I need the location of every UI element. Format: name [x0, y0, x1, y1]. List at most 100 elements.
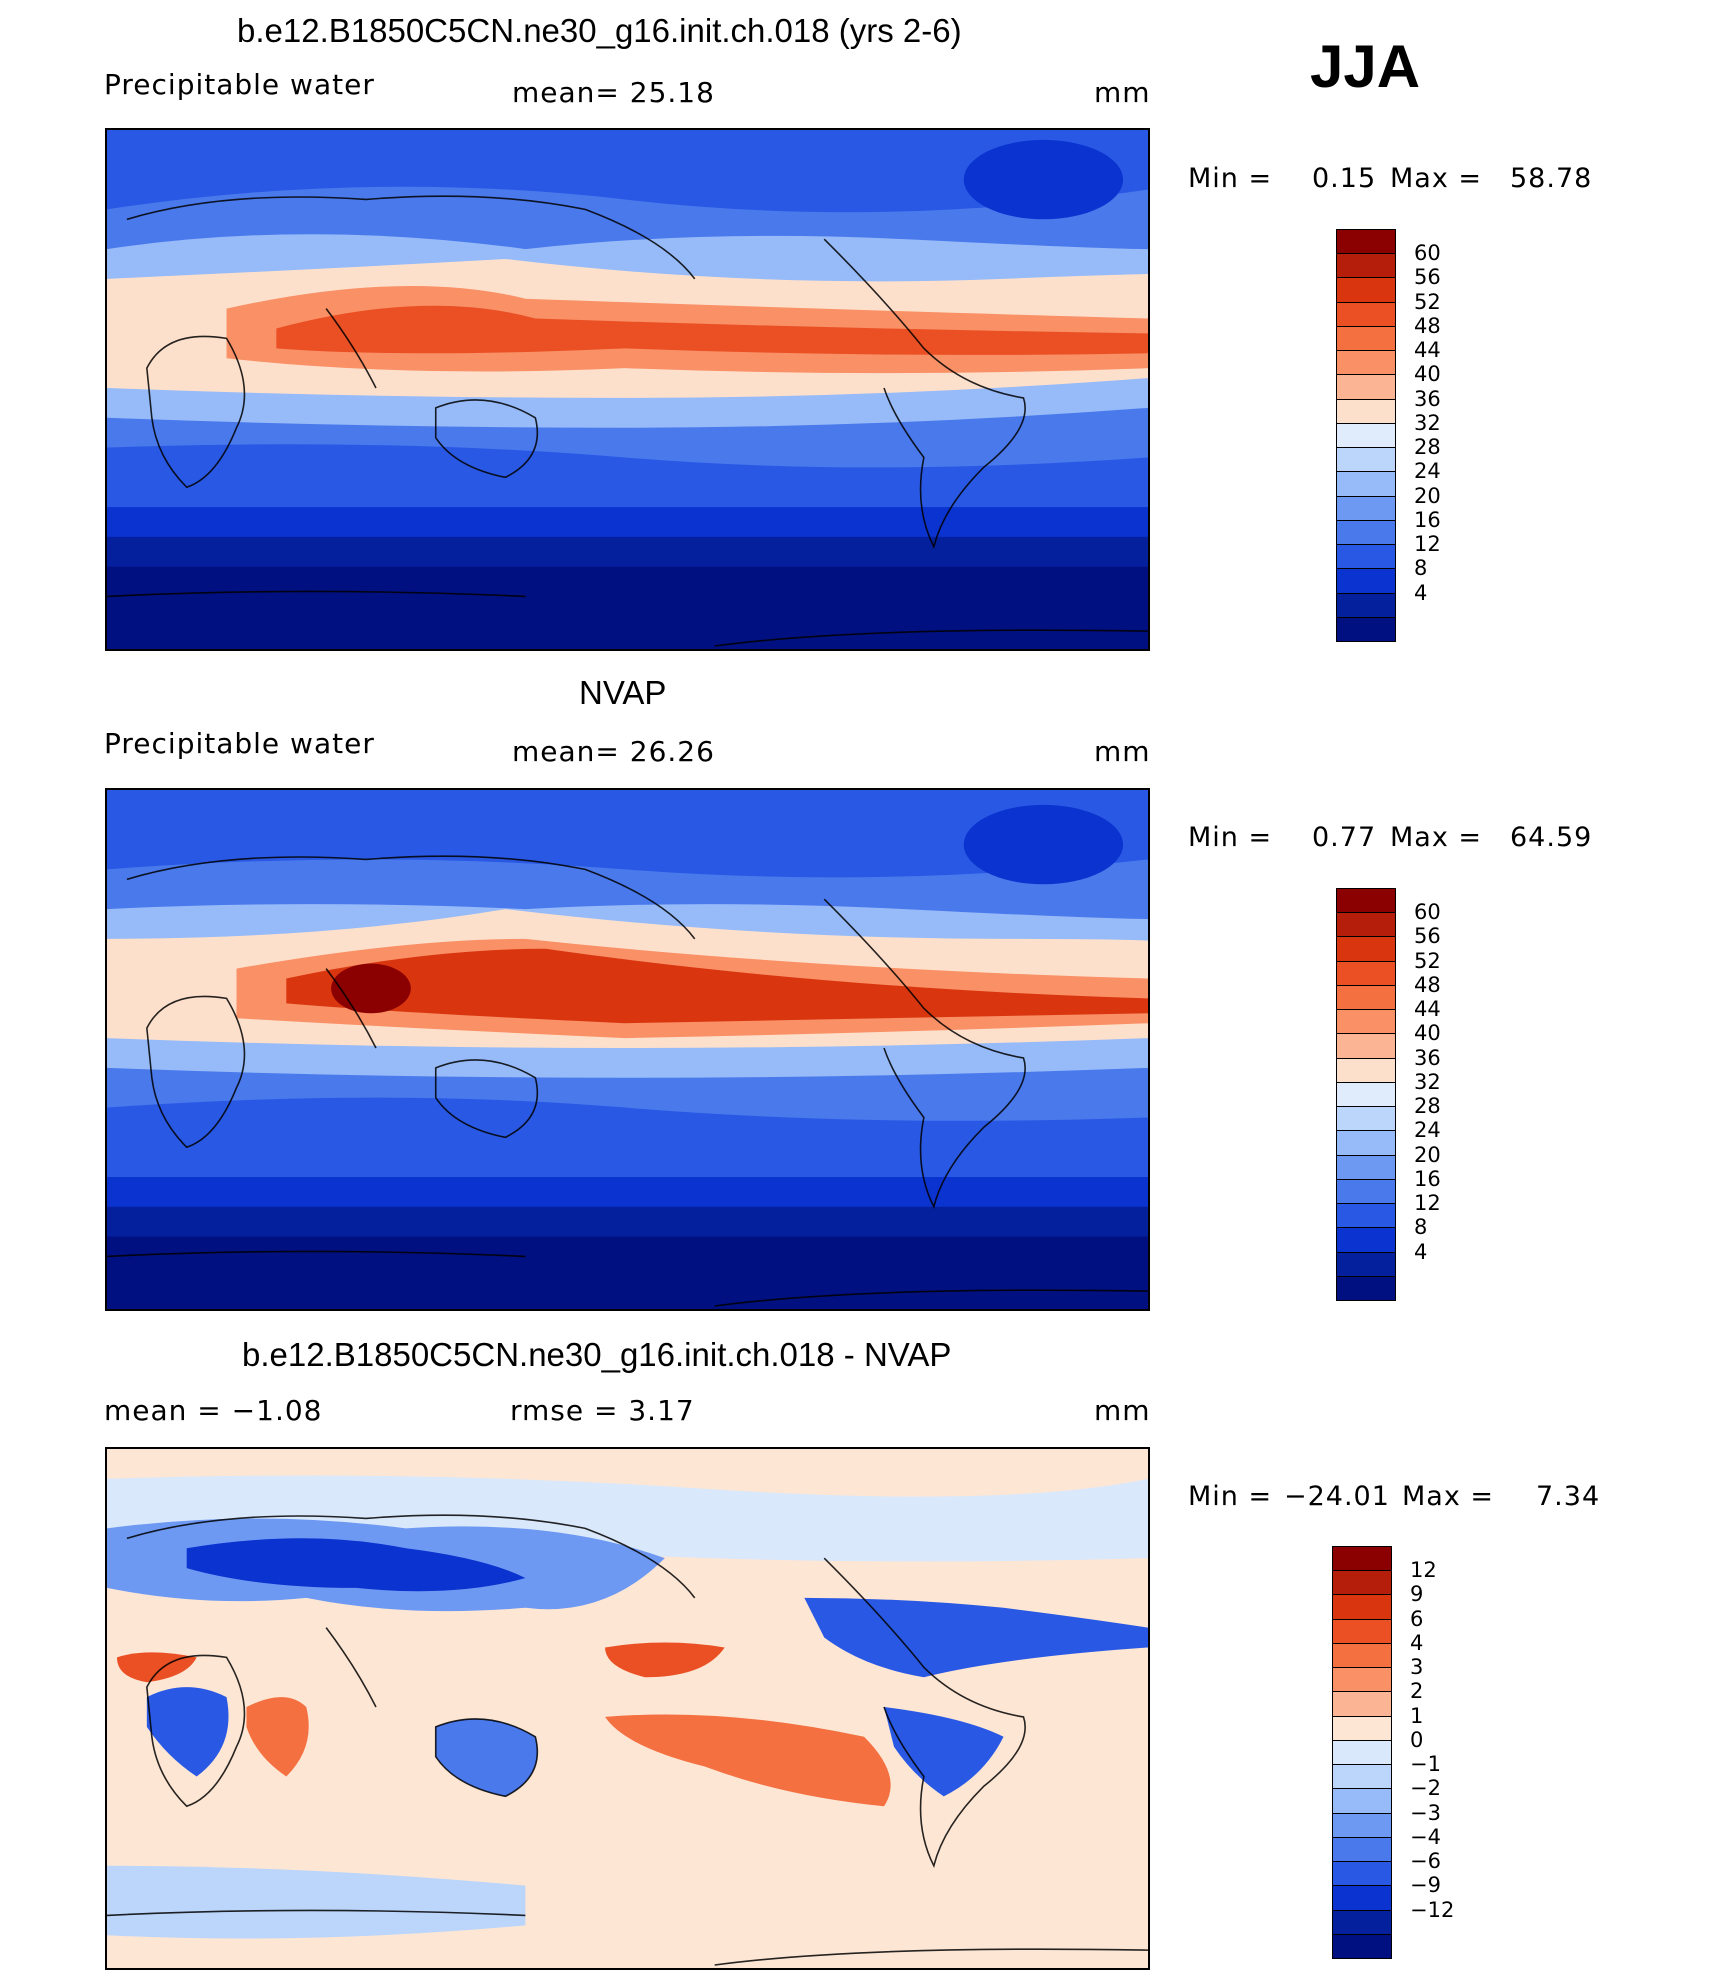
colorbar-swatch — [1332, 1642, 1392, 1669]
panel-diff-min-label: Min = — [1188, 1481, 1273, 1512]
colorbar-tick-label: 36 — [1414, 386, 1441, 411]
colorbar-swatch — [1332, 1909, 1392, 1935]
colorbar-tick-label: 4 — [1414, 1239, 1428, 1264]
colorbar-tick-label: −3 — [1410, 1800, 1441, 1825]
colorbar-tick-label: 4 — [1410, 1630, 1424, 1655]
colorbar-swatch — [1332, 1594, 1392, 1620]
colorbar-swatch — [1332, 1667, 1392, 1693]
colorbar-tick-label: 44 — [1414, 997, 1441, 1022]
colorbar-swatch — [1336, 616, 1396, 642]
panel-diff-map — [105, 1447, 1150, 1970]
panel-obs-max-label: Max = — [1390, 822, 1483, 853]
colorbar-swatch — [1336, 1033, 1396, 1059]
colorbar-tick-label: 20 — [1414, 483, 1441, 508]
colorbar-swatch — [1336, 1106, 1396, 1132]
colorbar-swatch — [1332, 1836, 1392, 1863]
colorbar-tick-label: 12 — [1414, 532, 1441, 557]
colorbar-swatch — [1336, 888, 1396, 914]
colorbar-swatch — [1336, 253, 1396, 279]
colorbar-tick-label: 40 — [1414, 1021, 1441, 1046]
panel-model-map — [105, 128, 1150, 651]
colorbar-swatch — [1336, 350, 1396, 376]
colorbar-tick-label: −6 — [1410, 1849, 1441, 1874]
colorbar-swatch — [1336, 592, 1396, 618]
colorbar-tick-label: 40 — [1414, 362, 1441, 387]
panel-obs-title: NVAP — [579, 674, 667, 711]
colorbar-tick-label: 24 — [1414, 1118, 1441, 1143]
panel-model-max-value: 58.78 — [1510, 163, 1593, 194]
colorbar-tick-label: 48 — [1414, 313, 1441, 338]
colorbar-tick-label: 32 — [1414, 410, 1441, 435]
colorbar-tick-label: 2 — [1410, 1679, 1424, 1704]
panel-obs-colorbar: 60 56 52 48 44 40 36 32 28 24 20 16 12 8 4 — [1336, 888, 1476, 1301]
colorbar-swatch — [1332, 1933, 1392, 1959]
panel-diff-max-label: Max = — [1402, 1481, 1495, 1512]
colorbar-swatch — [1336, 1203, 1396, 1229]
colorbar-swatch — [1336, 422, 1396, 449]
colorbar-tick-label: 1 — [1410, 1703, 1424, 1728]
panel-diff-mean-label: mean = −1.08 — [104, 1394, 323, 1427]
colorbar-swatch — [1336, 544, 1396, 570]
panel-model-max-label: Max = — [1390, 163, 1483, 194]
colorbar-swatch — [1332, 1739, 1392, 1766]
precipitable-water-map-model — [107, 130, 1148, 649]
colorbar-tick-label: 28 — [1414, 435, 1441, 460]
colorbar-tick-label: 16 — [1414, 507, 1441, 532]
colorbar-swatch — [1336, 471, 1396, 497]
colorbar-swatch — [1332, 1570, 1392, 1596]
colorbar-swatch — [1336, 568, 1396, 594]
colorbar-swatch — [1336, 936, 1396, 962]
colorbar-swatch — [1336, 277, 1396, 303]
colorbar-swatch — [1332, 1691, 1392, 1717]
colorbar-tick-label: 3 — [1410, 1655, 1424, 1680]
colorbar-tick-label: 8 — [1414, 556, 1428, 581]
colorbar-swatch — [1332, 1618, 1392, 1644]
panel-obs-min-label: Min = — [1188, 822, 1273, 853]
colorbar-swatch — [1336, 1178, 1396, 1205]
colorbar-swatch — [1336, 1081, 1396, 1108]
panel-model-title: b.e12.B1850C5CN.ne30_g16.init.ch.018 (yr… — [237, 12, 962, 49]
colorbar-tick-label: 28 — [1414, 1094, 1441, 1119]
precipitable-water-difference-map — [107, 1449, 1148, 1968]
colorbar-tick-label: −2 — [1410, 1776, 1441, 1801]
panel-model-mean-label: mean= 25.18 — [512, 76, 715, 109]
colorbar-swatch — [1336, 1275, 1396, 1301]
colorbar-tick-label: 12 — [1414, 1191, 1441, 1216]
colorbar-tick-label: 8 — [1414, 1215, 1428, 1240]
colorbar-swatch — [1336, 912, 1396, 938]
colorbar-tick-label: 9 — [1410, 1582, 1424, 1607]
colorbar-swatch — [1336, 1227, 1396, 1253]
colorbar-tick-label: 60 — [1414, 241, 1441, 266]
panel-obs-map — [105, 788, 1150, 1311]
colorbar-swatch — [1332, 1861, 1392, 1887]
colorbar-tick-label: 56 — [1414, 924, 1441, 949]
panel-obs-max-value: 64.59 — [1510, 822, 1593, 853]
colorbar-tick-label: 24 — [1414, 459, 1441, 484]
precipitable-water-map-obs — [107, 790, 1148, 1309]
panel-obs-units: mm — [1094, 735, 1151, 768]
colorbar-tick-label: 48 — [1414, 972, 1441, 997]
colorbar-tick-label: −1 — [1410, 1752, 1441, 1777]
panel-model-units: mm — [1094, 76, 1151, 109]
panel-model-variable-label: Precipitable water — [104, 68, 375, 101]
colorbar-swatch — [1336, 1130, 1396, 1156]
panel-diff-units: mm — [1094, 1394, 1151, 1427]
colorbar-tick-label: −4 — [1410, 1824, 1441, 1849]
colorbar-tick-label: 36 — [1414, 1045, 1441, 1070]
panel-diff-min-value: −24.01 — [1284, 1481, 1390, 1512]
colorbar-swatch — [1332, 1788, 1392, 1814]
panel-diff-max-value: 7.34 — [1536, 1481, 1601, 1512]
colorbar-tick-label: 56 — [1414, 265, 1441, 290]
colorbar-swatch — [1332, 1885, 1392, 1911]
colorbar-swatch — [1336, 519, 1396, 546]
colorbar-swatch — [1336, 1154, 1396, 1180]
colorbar-tick-label: 52 — [1414, 289, 1441, 314]
colorbar-tick-label: 12 — [1410, 1558, 1437, 1583]
colorbar-tick-label: 20 — [1414, 1142, 1441, 1167]
panel-obs-variable-label: Precipitable water — [104, 727, 375, 760]
colorbar-swatch — [1332, 1764, 1392, 1790]
panel-diff-title: b.e12.B1850C5CN.ne30_g16.init.ch.018 - N… — [242, 1336, 952, 1373]
colorbar-tick-label: 32 — [1414, 1069, 1441, 1094]
colorbar-swatch — [1336, 960, 1396, 986]
colorbar-swatch — [1336, 1009, 1396, 1035]
